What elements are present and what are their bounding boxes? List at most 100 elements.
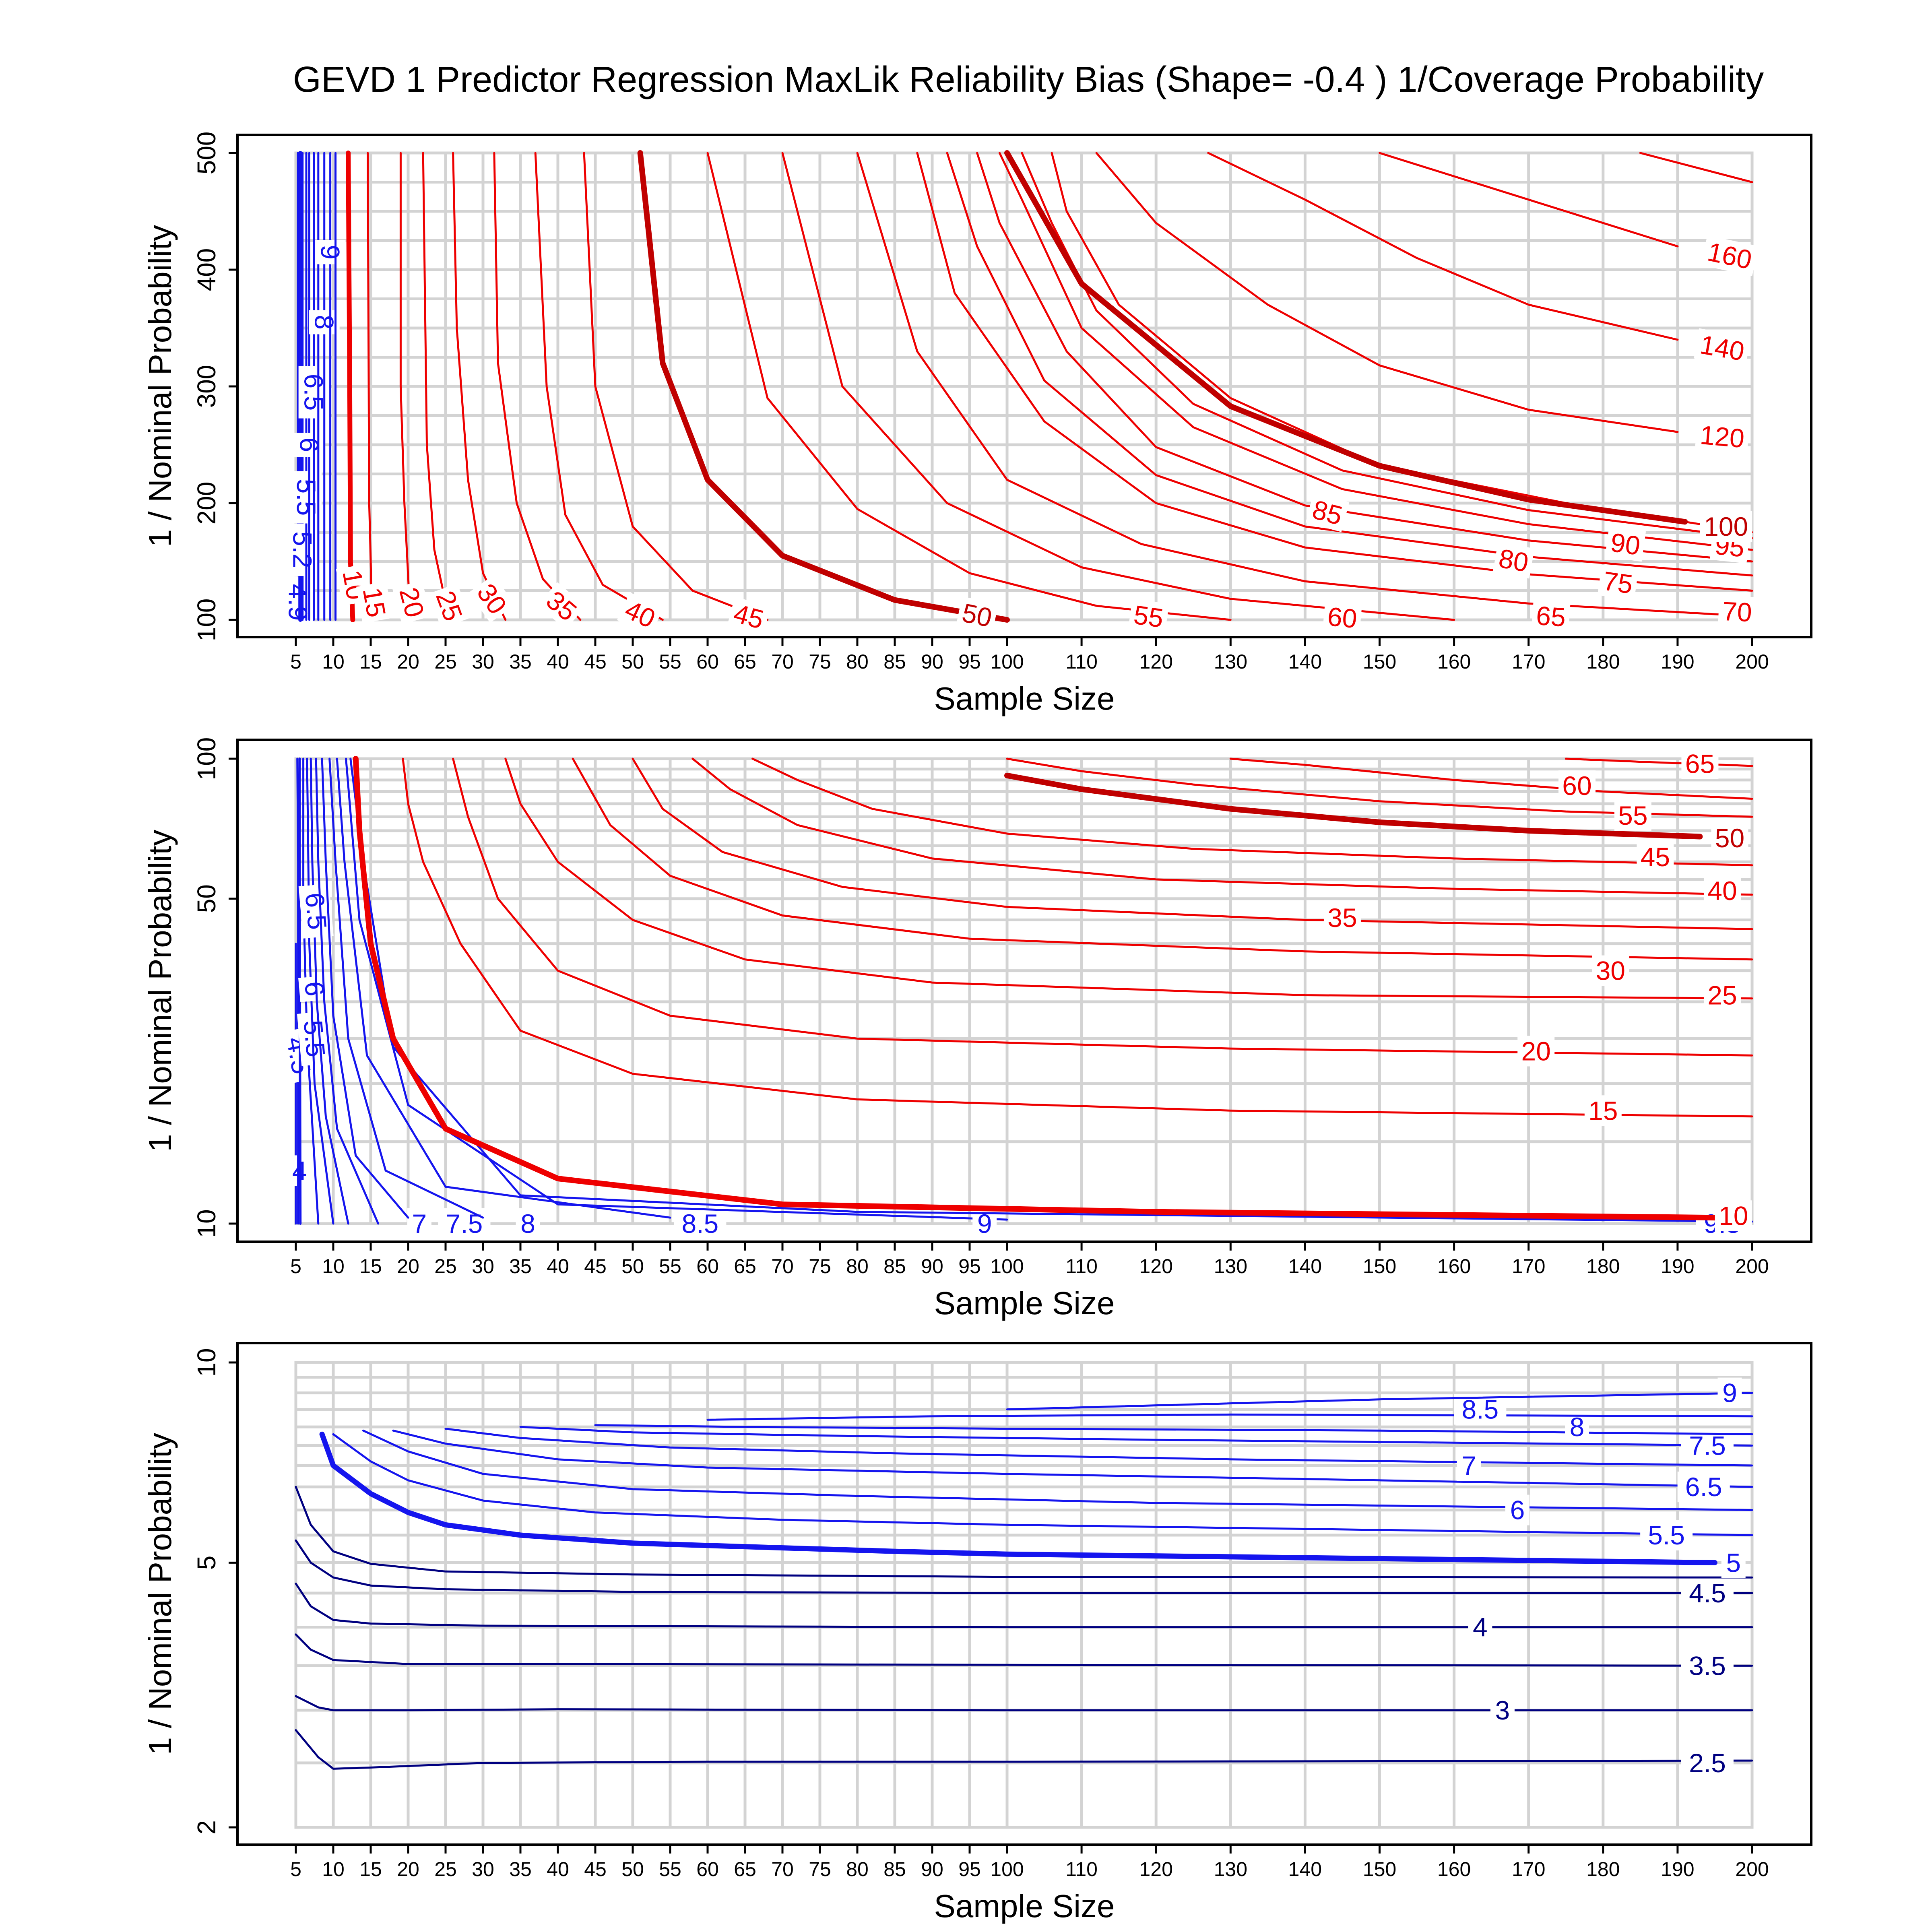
x-tick-label: 200 <box>1735 650 1769 673</box>
contour-label: 70 <box>1721 596 1752 627</box>
contour-label-bg <box>1584 1095 1622 1126</box>
x-tick-label: 110 <box>1065 1255 1098 1278</box>
contour-label-bg <box>1637 841 1674 872</box>
contour-label: 100 <box>1704 512 1748 541</box>
panel-frame <box>236 739 1812 1243</box>
contour-label: 7.5 <box>446 1209 483 1238</box>
contour-label: 55 <box>1618 801 1647 830</box>
contour-label: 8 <box>520 1209 535 1238</box>
contour-label: 3 <box>1495 1695 1510 1725</box>
contour-label-bg <box>469 575 515 623</box>
x-tick-label: 80 <box>846 650 869 673</box>
contour-line <box>572 758 1753 961</box>
x-tick-label: 15 <box>359 1858 382 1880</box>
contour-label: 4.9 <box>283 584 313 621</box>
contour-label-bg <box>1517 1036 1555 1067</box>
contour-label-bg <box>309 310 340 334</box>
contour-label: 10 <box>1719 1201 1748 1230</box>
x-tick-label: 95 <box>958 650 981 673</box>
contour-label-bg <box>1640 1520 1693 1551</box>
x-tick-label: 55 <box>659 650 681 673</box>
y-tick-label: 500 <box>192 132 221 175</box>
x-tick-label: 190 <box>1661 1255 1694 1278</box>
y-tick-label: 5 <box>192 1556 221 1570</box>
contour-label-bg <box>298 366 329 419</box>
contour-line <box>1006 758 1753 818</box>
contour-line <box>295 1583 1753 1629</box>
x-tick-label: 150 <box>1363 650 1396 673</box>
contour-label-bg <box>298 883 334 939</box>
contour-label-bg <box>617 592 664 636</box>
contour-line <box>444 1428 1753 1467</box>
x-tick-label: 20 <box>397 1255 419 1278</box>
contour-line <box>1006 1392 1753 1411</box>
x-tick-label: 45 <box>584 1858 607 1880</box>
contour-line <box>332 1433 1753 1536</box>
x-tick-label: 140 <box>1288 1858 1322 1880</box>
y-tick-label: 300 <box>192 365 221 408</box>
y-axis-label: 1 / Nominal Probability <box>142 830 178 1152</box>
x-tick-label: 35 <box>509 1255 532 1278</box>
x-tick-label: 50 <box>621 1255 644 1278</box>
x-tick-label: 75 <box>809 1858 831 1880</box>
x-tick-label: 170 <box>1512 650 1545 673</box>
plot-area <box>294 1361 1754 1829</box>
contour-line <box>452 758 1753 1057</box>
contour-line <box>1207 152 1679 341</box>
contour-label: 55 <box>1132 600 1165 633</box>
contour-label: 4 <box>1473 1612 1488 1642</box>
x-tick-label: 90 <box>921 1858 943 1880</box>
contour-line <box>367 152 374 621</box>
contour-label: 50 <box>1715 823 1744 853</box>
x-tick-label: 80 <box>846 1858 869 1880</box>
contour-label: 15 <box>357 585 392 619</box>
x-tick-label: 25 <box>434 1858 457 1880</box>
x-tick-label: 30 <box>472 1858 494 1880</box>
contour-label-bg <box>1531 600 1571 633</box>
contour-label-bg <box>1701 235 1759 276</box>
contour-label-bg <box>956 596 999 634</box>
y-axis-label: 1 / Nominal Probability <box>142 225 178 547</box>
x-tick-label: 180 <box>1586 1255 1620 1278</box>
contour-line <box>319 1431 1717 1565</box>
contour-label-bg <box>294 433 325 457</box>
contour-label-bg <box>1492 542 1535 579</box>
contour-label-bg <box>1681 1747 1734 1778</box>
contour-label-bg <box>1700 511 1752 542</box>
x-tick-label: 40 <box>547 650 569 673</box>
contour-label: 6 <box>299 980 330 997</box>
contour-line <box>1021 152 1753 539</box>
contour-line <box>298 758 302 1225</box>
contour-label-bg <box>516 1208 540 1239</box>
x-tick-label: 130 <box>1214 650 1247 673</box>
contour-line <box>328 758 484 1219</box>
contour-line <box>781 152 1455 621</box>
x-tick-label: 55 <box>659 1858 681 1880</box>
x-tick-label: 35 <box>509 650 532 673</box>
x-tick-label: 75 <box>809 1255 831 1278</box>
x-tick-label: 85 <box>883 650 906 673</box>
contour-line <box>302 758 320 1225</box>
contour-label-bg <box>438 1208 491 1239</box>
contour-line <box>519 1426 1753 1447</box>
contour-label: 6 <box>1510 1495 1525 1525</box>
contour-line <box>353 756 1718 1221</box>
contour-line <box>998 152 1753 551</box>
x-tick-label: 100 <box>990 1858 1024 1880</box>
contour-label-bg <box>1605 526 1646 562</box>
x-tick-label: 65 <box>734 1858 756 1880</box>
contour-line <box>594 1424 1753 1435</box>
x-tick-label: 80 <box>846 1255 869 1278</box>
contour-line <box>1004 772 1703 840</box>
x-tick-label: 70 <box>771 1858 794 1880</box>
contour-line <box>315 758 380 1225</box>
x-tick-label: 45 <box>584 1255 607 1278</box>
contour-label-bg <box>407 1208 431 1239</box>
contour-label-bg <box>1694 328 1751 368</box>
x-tick-label: 20 <box>397 650 419 673</box>
contour-line <box>1229 758 1753 800</box>
x-tick-label: 200 <box>1735 1858 1769 1880</box>
x-tick-label: 25 <box>434 1255 457 1278</box>
